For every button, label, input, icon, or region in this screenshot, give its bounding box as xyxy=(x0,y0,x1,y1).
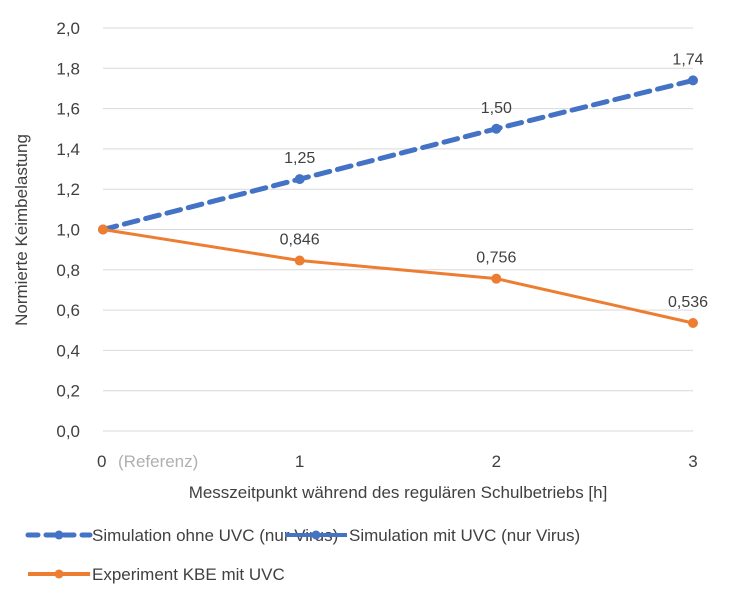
data-label: 0,536 xyxy=(668,294,708,311)
x-tick-label: 2 xyxy=(492,452,501,471)
data-point xyxy=(688,75,698,86)
y-tick-label: 2,0 xyxy=(56,19,80,38)
data-point xyxy=(491,273,502,284)
y-tick-label: 1,2 xyxy=(56,180,80,199)
series-line xyxy=(102,228,694,325)
legend-marker xyxy=(54,530,64,540)
data-label: 0,846 xyxy=(280,232,320,249)
y-tick-label: 0,6 xyxy=(56,301,80,320)
x-tick-label: 3 xyxy=(688,452,697,471)
x-tick-label: 0 xyxy=(97,452,106,471)
data-label: 0,756 xyxy=(476,250,516,267)
x-tick-label: 1 xyxy=(295,452,304,471)
legend-label: Experiment KBE mit UVC xyxy=(92,565,285,584)
data-point xyxy=(688,317,698,328)
data-point xyxy=(294,174,305,185)
x-axis-title: Messzeitpunkt während des regulären Schu… xyxy=(189,483,608,502)
y-tick-label: 0,8 xyxy=(56,261,80,280)
legend-label: Simulation ohne UVC (nur Virus) xyxy=(92,526,338,545)
y-tick-label: 0,0 xyxy=(56,422,80,441)
data-point xyxy=(491,123,502,134)
y-tick-label: 1,6 xyxy=(56,100,80,119)
legend-marker xyxy=(54,569,64,579)
series-line xyxy=(100,77,696,232)
x-tick-note: (Referenz) xyxy=(118,452,198,471)
data-label: 1,74 xyxy=(672,51,703,68)
legend-marker xyxy=(311,530,321,540)
y-tick-label: 0,4 xyxy=(56,341,80,360)
data-label: 1,50 xyxy=(481,100,512,117)
legend-label: Simulation mit UVC (nur Virus) xyxy=(349,526,580,545)
y-tick-label: 1,0 xyxy=(56,221,80,240)
y-tick-label: 1,4 xyxy=(56,140,80,159)
data-point xyxy=(98,224,108,235)
y-tick-label: 0,2 xyxy=(56,382,80,401)
data-point xyxy=(294,255,305,266)
data-label: 1,25 xyxy=(284,150,315,167)
y-axis-title: Normierte Keimbelastung xyxy=(12,134,31,326)
y-tick-label: 1,8 xyxy=(56,59,80,78)
